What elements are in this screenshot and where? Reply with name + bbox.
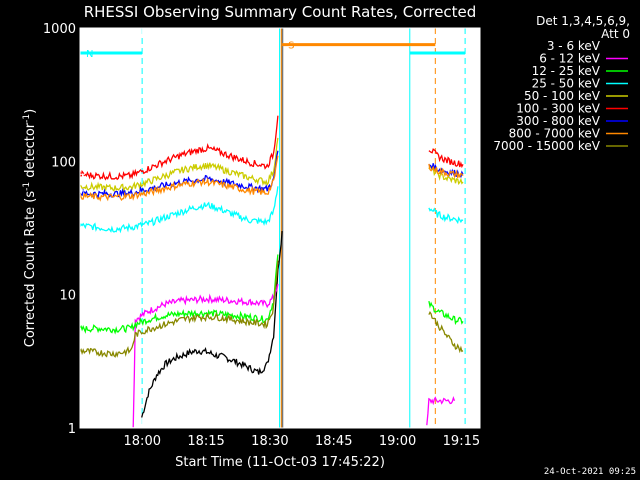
interval-lines [79, 28, 466, 428]
y-axis: 1 10 100 1000 [43, 22, 480, 437]
legend-label-4: 50 - 100 keV [524, 89, 601, 103]
series-line-7-seg-0 [79, 155, 279, 202]
series-line-5-seg-1 [428, 148, 464, 169]
legend-label-3: 25 - 50 keV [532, 77, 601, 91]
x-axis: 18:00 18:15 18:30 18:45 19:00 19:15 [99, 28, 480, 449]
series-line-3-seg-0 [79, 186, 279, 234]
series-line-5-seg-0 [79, 115, 279, 181]
x-tick-label-2: 18:30 [251, 434, 288, 449]
y-tick-label-3: 1000 [43, 22, 76, 37]
legend-label-7: 800 - 7000 keV [509, 127, 601, 141]
x-tick-label-0: 18:00 [124, 434, 161, 449]
y-axis-label-sup1: -1 [22, 182, 32, 191]
y-axis-label-mid: detector [23, 122, 38, 182]
y-axis-label-sup2: -1 [22, 114, 32, 123]
y-tick-label-0: 1 [68, 422, 76, 437]
plot-frame [79, 27, 481, 429]
series-line-4-seg-0 [79, 137, 279, 194]
series-line-4-seg-1 [428, 165, 464, 186]
legend-label-1: 6 - 12 keV [539, 52, 601, 66]
legend-label-2: 12 - 25 keV [532, 64, 601, 78]
y-tick-label-1: 10 [59, 289, 76, 304]
x-tick-label-3: 18:45 [315, 434, 352, 449]
x-tick-label-5: 19:15 [443, 434, 480, 449]
legend-label-6: 300 - 800 keV [516, 114, 600, 128]
legend-label-5: 100 - 300 keV [516, 102, 600, 116]
series-line-8-seg-0 [79, 260, 279, 358]
chart-title: RHESSI Observing Summary Count Rates, Co… [84, 3, 477, 21]
legend-label-8: 7000 - 15000 keV [493, 139, 600, 153]
series-line-7-seg-1 [428, 163, 464, 179]
y-axis-label-start: Corrected Count Rate (s [23, 191, 38, 348]
timestamp: 24-Oct-2021 09:25 [544, 467, 636, 477]
flag-bars: NS [80, 41, 466, 60]
y-axis-label-end: ) [23, 109, 38, 114]
series-line-2-seg-0 [79, 254, 279, 335]
x-tick-label-1: 18:15 [187, 434, 224, 449]
series-line-3-seg-1 [428, 207, 464, 225]
series-group [79, 115, 464, 428]
series-line-1-seg-1 [426, 396, 456, 426]
series-line-8-seg-1 [428, 311, 464, 354]
flag-label-S: S [288, 41, 294, 52]
x-axis-label: Start Time (11-Oct-03 17:45:22) [175, 455, 385, 470]
legend-title-line2: Att 0 [601, 27, 630, 41]
legend-title-line1: Det 1,3,4,5,6,9, [536, 14, 630, 28]
series-line-0-seg-0 [141, 231, 283, 418]
y-axis-label: Corrected Count Rate (s-1 detector-1) [22, 109, 38, 347]
attenuator-patch [281, 28, 284, 428]
flag-label-N: N [86, 49, 93, 60]
series-line-2-seg-1 [428, 300, 464, 326]
series-line-1-seg-0 [132, 283, 279, 428]
legend-label-0: 3 - 6 keV [547, 39, 601, 53]
y-tick-label-2: 100 [51, 155, 76, 170]
x-tick-label-4: 19:00 [379, 434, 416, 449]
